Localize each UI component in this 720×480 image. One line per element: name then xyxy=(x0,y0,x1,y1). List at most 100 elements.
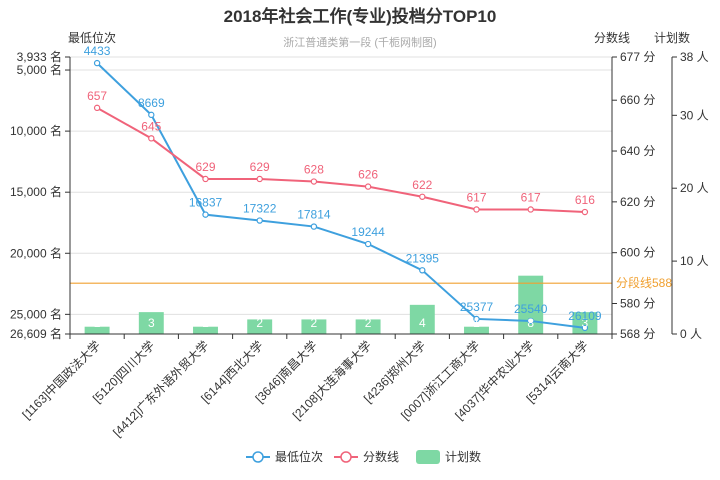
bar-label: 3 xyxy=(582,316,589,330)
right-axis-score-tick-label: 677 分 xyxy=(620,50,655,64)
point xyxy=(473,315,480,323)
point xyxy=(93,104,101,112)
bar-label: 2 xyxy=(256,316,263,330)
markline-label: 分段线588 xyxy=(616,275,672,290)
point-label: 8669 xyxy=(138,96,165,110)
line-rank xyxy=(96,62,586,329)
legend-marker xyxy=(416,450,440,464)
point-label: 17322 xyxy=(243,202,277,216)
x-axis-tick-label: [1163]中国政法大学 xyxy=(19,338,103,422)
point-label: 617 xyxy=(466,190,486,204)
bar-series-plan xyxy=(84,275,598,334)
bar xyxy=(572,312,598,334)
point-label: 626 xyxy=(358,168,378,182)
bar xyxy=(301,319,327,334)
bar xyxy=(518,275,544,334)
left-axis-tick-label: 5,000 名 xyxy=(17,62,62,77)
point-label: 616 xyxy=(575,193,595,207)
line-score xyxy=(96,106,585,214)
point xyxy=(473,206,480,213)
left-axis-tick-label: 15,000 名 xyxy=(10,184,62,199)
bar-label: 4 xyxy=(419,316,426,330)
bar xyxy=(193,326,218,334)
point-label: 629 xyxy=(195,160,215,174)
right-axis-plan-tick-label: 38 人 xyxy=(680,50,709,64)
point-label: 622 xyxy=(412,178,432,192)
right-axis-plan-tick-label: 0 人 xyxy=(680,327,702,341)
point-label: 21395 xyxy=(406,251,440,265)
left-axis-tick-label: 10,000 名 xyxy=(10,123,62,138)
line-series xyxy=(93,59,589,332)
point-label: 629 xyxy=(250,160,270,174)
point xyxy=(419,267,426,274)
chart-subtitle: 浙江普通类第一段 (千栀网制图) xyxy=(283,35,436,49)
x-axis: [1163]中国政法大学[5120]四川大学[4412]广东外语外贸大学[614… xyxy=(19,334,613,440)
axes: 3,933 名5,000 名10,000 名15,000 名20,000 名25… xyxy=(10,49,709,341)
right-axis-name-score: 分数线 xyxy=(594,30,630,45)
bar xyxy=(409,304,435,334)
point-label: 628 xyxy=(304,163,324,177)
right-axis-score-tick-label: 640 分 xyxy=(620,144,655,158)
point xyxy=(527,206,534,213)
legend-item-label: 最低位次 xyxy=(275,449,323,464)
point-label: 16837 xyxy=(189,196,223,210)
bar-label: 2 xyxy=(311,316,318,330)
bar-label: 8 xyxy=(527,316,534,330)
right-axis-plan-tick-label: 10 人 xyxy=(680,254,709,268)
point-label: 657 xyxy=(87,89,107,103)
left-axis-tick-label: 25,000 名 xyxy=(10,306,62,321)
markline: 分段线588 xyxy=(70,275,672,290)
bar xyxy=(138,312,164,334)
point-label: 26109 xyxy=(568,309,602,323)
point-label: 25540 xyxy=(514,302,548,316)
right-axis-plan-tick-label: 30 人 xyxy=(680,108,709,122)
right-axis-score-tick-label: 620 分 xyxy=(620,195,655,209)
legend[interactable]: 最低位次 分数线 计划数 xyxy=(246,449,481,464)
left-axis-tick-label: 3,933 名 xyxy=(17,49,62,64)
point xyxy=(310,223,318,230)
bar xyxy=(247,319,273,334)
point xyxy=(202,211,209,218)
right-axis-name-plan: 计划数 xyxy=(654,30,690,45)
x-axis-tick-label: [4412]广东外语外贸大学 xyxy=(110,338,212,440)
point-label: 25377 xyxy=(460,300,494,314)
point xyxy=(364,240,372,248)
bar-label: 1 xyxy=(473,316,480,330)
chart-title: 2018年社会工作(专业)投档分TOP10 xyxy=(224,6,497,26)
point xyxy=(202,175,209,183)
bar-label: 3 xyxy=(148,316,155,330)
legend-item-label: 计划数 xyxy=(445,449,481,464)
point xyxy=(256,175,263,183)
data-labels: 1 3 1 2 2 2 4 1 8 3 4433 8669 16837 17322 17814 19244 21… xyxy=(84,44,602,330)
point xyxy=(310,178,318,185)
right-axis-score-tick-label: 600 分 xyxy=(620,246,655,260)
point xyxy=(527,317,534,325)
legend-marker-circle xyxy=(252,451,264,463)
point-label: 19244 xyxy=(351,225,385,239)
point-label: 17814 xyxy=(297,208,331,222)
point xyxy=(256,217,263,224)
right-axis-score-tick-label: 580 分 xyxy=(620,297,655,311)
point-label: 617 xyxy=(521,190,541,204)
legend-marker-circle xyxy=(340,451,352,463)
right-axis-score-tick-label: 660 分 xyxy=(620,93,655,107)
point-label: 4433 xyxy=(84,44,111,58)
point xyxy=(419,193,426,200)
left-axis-tick-label: 20,000 名 xyxy=(10,245,62,260)
point-label: 645 xyxy=(141,119,161,133)
right-axis-score-tick-label: 568 分 xyxy=(620,327,655,341)
bar-label: 1 xyxy=(202,316,209,330)
point xyxy=(581,208,589,216)
point xyxy=(93,59,101,67)
point xyxy=(148,111,155,119)
bar xyxy=(464,326,489,334)
point xyxy=(364,183,372,190)
legend-item-label: 分数线 xyxy=(363,449,399,464)
left-axis-name: 最低位次 xyxy=(68,30,116,45)
left-axis-tick-label: 26,609 名 xyxy=(10,326,62,341)
right-axis-plan-tick-label: 20 人 xyxy=(680,181,709,195)
bar xyxy=(84,326,110,334)
point xyxy=(148,135,155,142)
bar-label: 1 xyxy=(94,316,101,330)
